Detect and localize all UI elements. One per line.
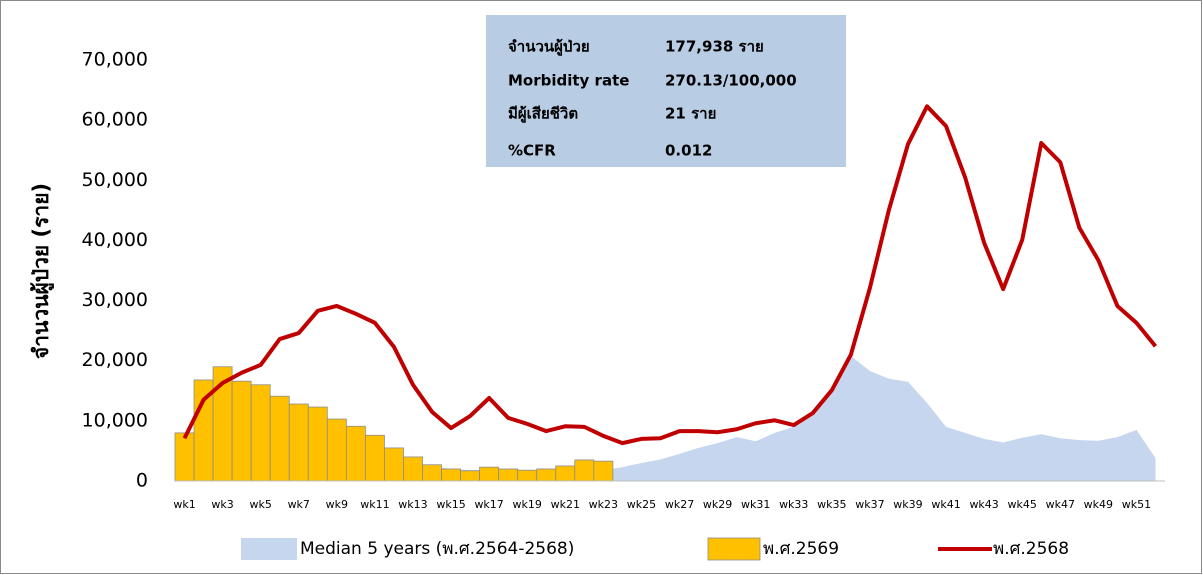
info-value: 177,938 ราย xyxy=(665,38,764,56)
bar xyxy=(174,432,195,482)
y-tick-label: 30,000 xyxy=(82,289,148,311)
x-tick-label: wk15 xyxy=(436,498,465,511)
x-tick-label: wk9 xyxy=(326,498,348,511)
x-tick-label: wk7 xyxy=(288,498,310,511)
bar xyxy=(593,460,614,482)
x-tick-label: wk35 xyxy=(817,498,846,511)
bar xyxy=(460,470,481,482)
x-tick-label: wk11 xyxy=(360,498,389,511)
legend-swatch xyxy=(707,537,761,561)
info-label: Morbidity rate xyxy=(508,72,629,90)
legend-swatch xyxy=(241,538,297,560)
bar xyxy=(364,434,385,482)
y-tick-label: 40,000 xyxy=(82,229,148,251)
bar xyxy=(403,456,423,482)
bar xyxy=(574,459,595,482)
x-tick-label: wk41 xyxy=(931,498,960,511)
bar xyxy=(479,466,500,482)
bar xyxy=(345,425,366,482)
x-tick-label: wk51 xyxy=(1122,498,1151,511)
y-axis-label: จำนวนผู้ป่วย (ราย) xyxy=(29,183,55,359)
y-tick-label: 70,000 xyxy=(82,49,148,71)
x-tick-label: wk3 xyxy=(211,498,233,511)
bar xyxy=(441,468,461,482)
bar xyxy=(536,468,557,482)
info-label: %CFR xyxy=(508,142,556,160)
y-tick-label: 10,000 xyxy=(82,409,148,431)
legend-label: พ.ศ.2569 xyxy=(763,539,839,559)
line xyxy=(182,104,1158,446)
bar xyxy=(422,464,442,482)
bar xyxy=(498,468,519,482)
x-tick-label: wk31 xyxy=(741,498,770,511)
info-value: 270.13/100,000 xyxy=(665,72,797,90)
y-tick-label: 0 xyxy=(136,470,148,492)
x-tick-label: wk5 xyxy=(249,498,271,511)
bar xyxy=(250,384,271,482)
x-tick-label: wk47 xyxy=(1046,498,1075,511)
legend-label: พ.ศ.2568 xyxy=(993,539,1069,559)
y-tick-label: 20,000 xyxy=(82,349,148,371)
x-tick-label: wk33 xyxy=(779,498,808,511)
x-tick-label: wk25 xyxy=(627,498,656,511)
bar xyxy=(288,403,309,482)
bar xyxy=(326,418,347,482)
median-area xyxy=(184,355,1156,481)
x-tick-label: wk45 xyxy=(1008,498,1037,511)
x-tick-label: wk1 xyxy=(173,498,195,511)
info-value: 21 ราย xyxy=(665,105,716,123)
bar xyxy=(384,447,404,482)
x-tick-label: wk43 xyxy=(969,498,998,511)
x-tick-label: wk13 xyxy=(398,498,427,511)
bar xyxy=(307,406,328,482)
x-tick-label: wk27 xyxy=(665,498,694,511)
x-tick-label: wk37 xyxy=(855,498,884,511)
x-tick-label: wk17 xyxy=(474,498,503,511)
info-label: มีผู้เสียชีวิต xyxy=(508,105,578,124)
info-value: 0.012 xyxy=(665,142,712,160)
y-tick-label: 60,000 xyxy=(82,109,148,131)
x-tick-label: wk29 xyxy=(703,498,732,511)
bar xyxy=(517,469,538,482)
x-tick-label: wk49 xyxy=(1084,498,1113,511)
x-tick-label: wk23 xyxy=(589,498,618,511)
info-label: จำนวนผู้ป่วย xyxy=(508,38,590,57)
legend-label: Median 5 years (พ.ศ.2564-2568) xyxy=(300,539,574,559)
y-tick-label: 50,000 xyxy=(82,169,148,191)
x-tick-label: wk39 xyxy=(893,498,922,511)
bar xyxy=(231,380,252,482)
bar xyxy=(555,465,576,482)
info-box xyxy=(486,15,846,167)
x-tick-label: wk19 xyxy=(513,498,542,511)
x-tick-label: wk21 xyxy=(551,498,580,511)
bar xyxy=(269,395,290,482)
